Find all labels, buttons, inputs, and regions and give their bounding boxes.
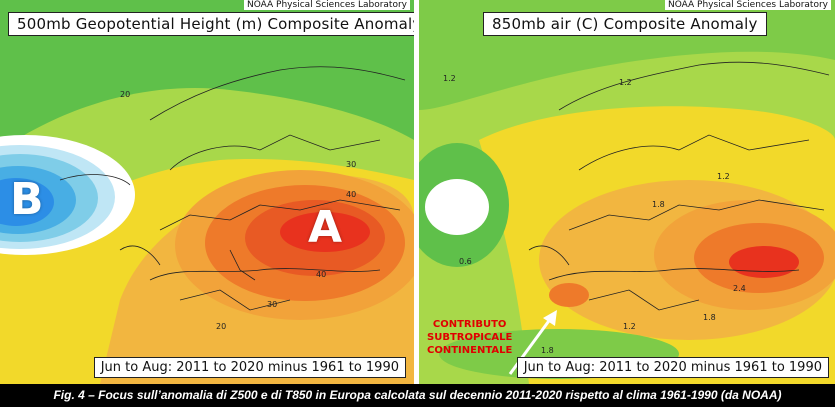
right-credit: NOAA Physical Sciences Laboratory (664, 0, 831, 10)
contour-label: 40 (316, 270, 327, 279)
figure-caption: Fig. 4 – Focus sull’anomalia di Z500 e d… (0, 384, 835, 407)
contour-label: 1.8 (541, 346, 554, 355)
contour-label: 1.2 (717, 172, 730, 181)
contour-label: 2.4 (733, 284, 746, 293)
contour-label: 1.8 (652, 200, 665, 209)
z500-anomaly-map: NOAA Physical Sciences Laboratory 500mb … (0, 0, 414, 384)
right-map-title: 850mb air (C) Composite Anomaly (483, 12, 767, 36)
low-pressure-marker: B (10, 174, 44, 225)
contour-label: 1.2 (619, 78, 632, 87)
contour-label: 30 (346, 160, 357, 169)
contour-label: 1.2 (443, 74, 456, 83)
high-pressure-marker: A (308, 202, 343, 253)
contour-label: 30 (267, 300, 278, 309)
left-map-title: 500mb Geopotential Height (m) Composite … (8, 12, 414, 36)
left-period-label: Jun to Aug: 2011 to 2020 minus 1961 to 1… (93, 357, 406, 378)
right-period-label: Jun to Aug: 2011 to 2020 minus 1961 to 1… (516, 357, 829, 378)
contour-label: 1.8 (703, 313, 716, 322)
z500-map-graphic (0, 0, 414, 384)
panel-divider (414, 0, 419, 384)
left-credit: NOAA Physical Sciences Laboratory (243, 0, 410, 10)
contour-label: 20 (120, 90, 131, 99)
contour-label: 1.2 (623, 322, 636, 331)
t850-anomaly-map: NOAA Physical Sciences Laboratory 850mb … (419, 0, 835, 384)
contour-label: 0.6 (459, 257, 472, 266)
contour-label: 20 (216, 322, 227, 331)
contour-label: 40 (346, 190, 357, 199)
subtropical-contribution-note: CONTRIBUTO SUBTROPICALE CONTINENTALE (427, 319, 513, 356)
